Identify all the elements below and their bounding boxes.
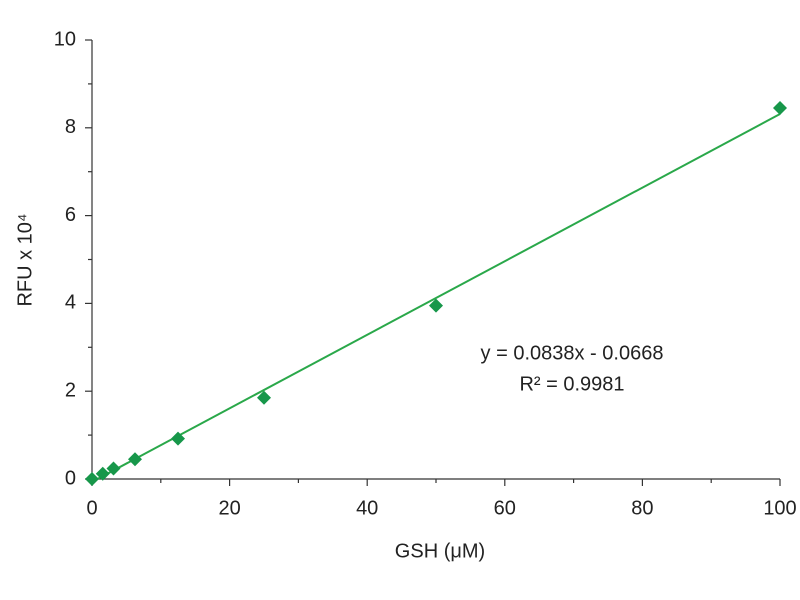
y-tick-label: 8 [65,116,76,138]
x-tick-label: 100 [763,497,796,519]
equation: y = 0.0838x - 0.0668 [481,342,664,364]
x-tick-label: 0 [86,497,97,519]
r-squared: R² = 0.9981 [519,373,624,395]
y-tick-label: 4 [65,292,76,314]
y-tick-label: 6 [65,204,76,226]
data-point [171,431,185,446]
trendline [92,113,781,482]
y-axis-label: RFU x 10⁴ [14,213,36,306]
y-tick-label: 10 [54,28,76,50]
x-tick-label: 80 [631,497,653,519]
y-tick-label: 0 [65,467,76,489]
x-tick-label: 60 [494,497,516,519]
x-tick-label: 20 [218,497,240,519]
data-point [128,452,142,467]
data-point [106,461,121,476]
data-point [85,472,99,486]
x-axis-label: GSH (μM) [395,540,485,562]
x-tick-label: 40 [356,497,378,519]
y-tick-label: 2 [65,379,76,401]
data-point [429,298,443,313]
data-point [95,466,110,481]
data-point [257,390,271,405]
data-point [773,101,787,116]
